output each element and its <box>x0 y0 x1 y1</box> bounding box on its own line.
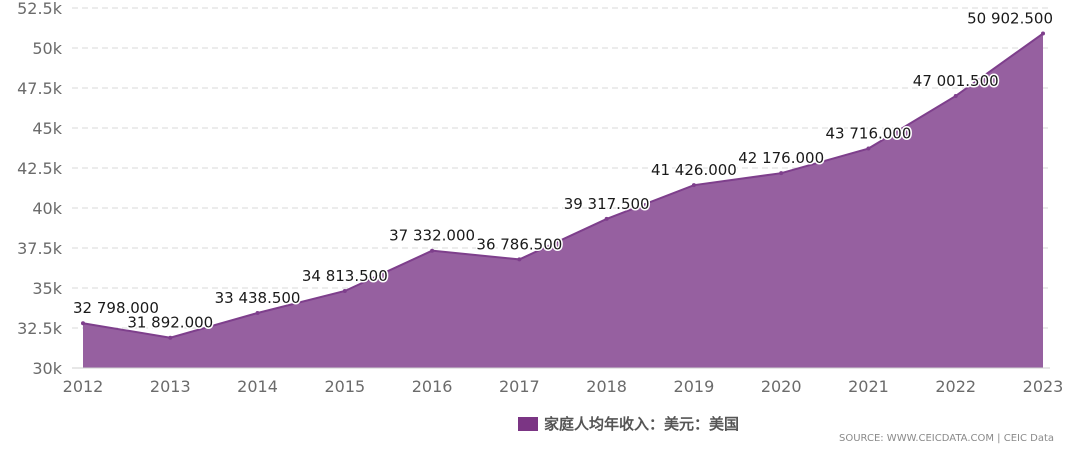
x-tick-label: 2014 <box>237 377 278 396</box>
data-label: 33 438.500 <box>215 289 301 307</box>
x-tick-label: 2020 <box>761 377 802 396</box>
x-tick-label: 2022 <box>935 377 976 396</box>
data-point <box>779 171 784 176</box>
y-tick-label: 32.5k <box>17 319 63 338</box>
data-point <box>604 216 609 221</box>
data-label: 41 426.000 <box>651 161 737 179</box>
data-point <box>81 321 85 326</box>
data-label: 50 902.500 <box>967 10 1053 28</box>
data-point <box>342 288 347 293</box>
y-axis: 30k 32.5k 35k 37.5k 40k 42.5k 45k 47.5k 50k 52.5k <box>17 0 63 378</box>
data-label: 34 813.500 <box>302 267 388 285</box>
data-label: 39 317.500 <box>564 195 650 213</box>
data-label: 43 716.000 <box>826 125 912 143</box>
series-area <box>82 32 1044 369</box>
data-point <box>430 248 435 253</box>
x-axis: 2012 2013 2014 2015 2016 2017 2018 2019 2020 2021… <box>63 367 1064 396</box>
y-tick-label: 35k <box>32 279 62 298</box>
x-tick-label: 2019 <box>674 377 715 396</box>
y-tick-label: 47.5k <box>17 79 63 98</box>
data-label: 36 786.500 <box>476 235 562 253</box>
data-label: 31 892.000 <box>127 314 213 332</box>
source-credit: SOURCE: WWW.CEICDATA.COM | CEIC Data <box>838 433 1054 444</box>
x-tick-label: 2016 <box>412 377 453 396</box>
data-label: 47 001.500 <box>913 72 999 90</box>
x-tick-label: 2017 <box>499 377 540 396</box>
data-point <box>1041 31 1045 36</box>
legend: 家庭人均年收入：美元：美国 <box>518 413 739 434</box>
y-tick-label: 52.5k <box>17 0 63 18</box>
data-label: 42 176.000 <box>738 149 824 167</box>
x-tick-label: 2012 <box>63 377 104 396</box>
data-label: 37 332.000 <box>389 227 475 245</box>
x-tick-label: 2013 <box>150 377 191 396</box>
x-tick-label: 2023 <box>1023 377 1064 396</box>
y-tick-label: 50k <box>32 39 62 58</box>
data-point <box>255 310 260 315</box>
x-tick-label: 2021 <box>848 377 889 396</box>
y-tick-label: 45k <box>32 119 62 138</box>
data-point <box>953 93 958 98</box>
y-tick-label: 42.5k <box>17 159 63 178</box>
y-tick-label: 37.5k <box>17 239 63 258</box>
y-tick-label: 30k <box>32 359 62 378</box>
legend-label: 家庭人均年收入：美元：美国 <box>544 415 740 433</box>
x-tick-label: 2015 <box>324 377 365 396</box>
x-tick-label: 2018 <box>586 377 627 396</box>
y-tick-label: 40k <box>32 199 62 218</box>
data-point <box>866 146 871 151</box>
area-line <box>82 32 1044 339</box>
data-point <box>168 335 173 340</box>
data-point <box>517 257 522 262</box>
legend-swatch <box>518 416 538 431</box>
data-label: 32 798.000 <box>73 299 159 317</box>
data-point <box>691 183 696 188</box>
area-fill <box>83 33 1043 369</box>
